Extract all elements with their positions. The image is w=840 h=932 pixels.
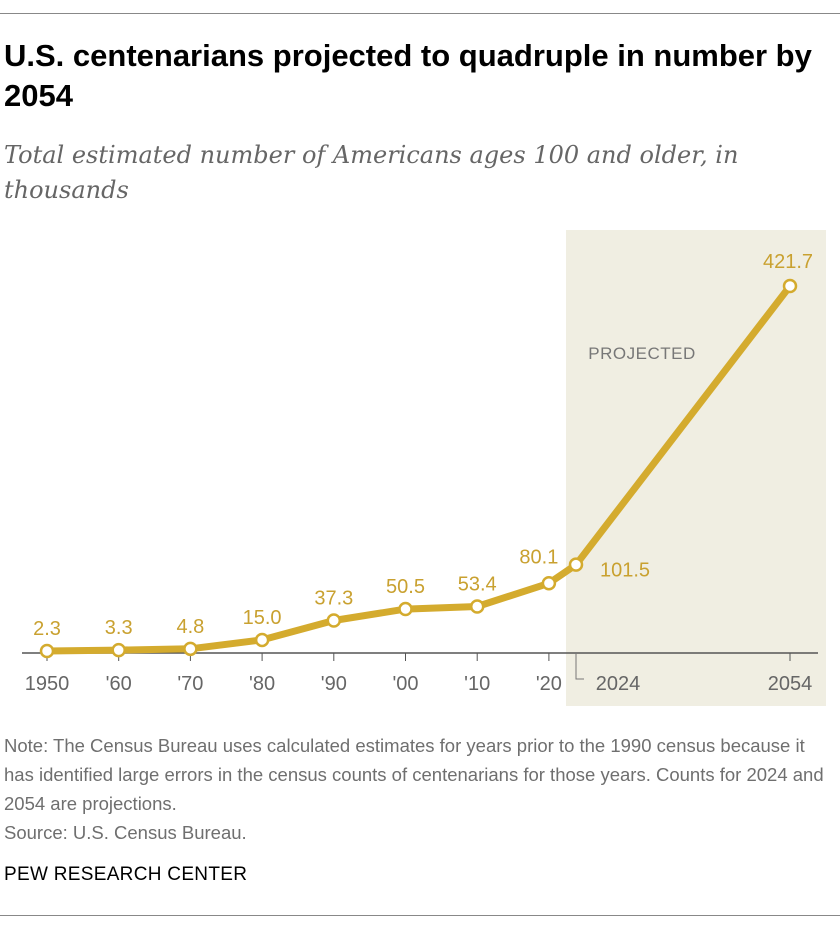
data-point: [254, 632, 270, 648]
tick-label: '10: [464, 673, 490, 695]
projected-label: PROJECTED: [588, 344, 695, 363]
data-point: [326, 613, 342, 628]
tick-label: '20: [536, 673, 562, 695]
tick-label: 2054: [768, 673, 813, 695]
data-label: 421.7: [763, 251, 813, 273]
tick-label: '80: [249, 673, 275, 695]
chart-title: U.S. centenarians projected to quadruple…: [4, 38, 812, 113]
source-text: Source: U.S. Census Bureau.: [4, 822, 247, 843]
tick-label: '60: [106, 673, 132, 695]
tick-label: 1950: [25, 673, 70, 695]
data-label: 2.3: [33, 618, 61, 640]
data-point: [183, 641, 198, 657]
tick-label: 2024: [596, 673, 641, 695]
chart-subtitle: Total estimated number of Americans ages…: [4, 141, 739, 204]
data-label: 15.0: [243, 607, 282, 629]
tick-mark: [575, 653, 584, 680]
data-label: 50.5: [386, 576, 425, 598]
series-line: [43, 282, 794, 655]
data-label: 53.4: [458, 574, 497, 596]
data-point: [469, 599, 485, 614]
data-label: 80.1: [519, 546, 558, 568]
tick-label: '00: [392, 673, 418, 695]
top-rule: [0, 13, 840, 14]
data-label: 3.3: [105, 617, 133, 639]
projected-region: [566, 230, 826, 706]
tick-label: '90: [321, 673, 347, 695]
data-point: [541, 576, 557, 591]
data-point: [398, 601, 413, 617]
data-label: 4.8: [176, 616, 204, 638]
data-point: [782, 278, 798, 294]
data-point: [568, 557, 584, 572]
data-point: [39, 643, 55, 659]
note-text: Note: The Census Bureau uses calculated …: [4, 735, 824, 814]
bottom-rule: [0, 915, 840, 916]
data-point: [111, 642, 126, 658]
chart-notes: Note: The Census Bureau uses calculated …: [4, 731, 836, 847]
line-chart: PROJECTED 1950 '60 '70 '80 '90 '00 '10 '20 2024 20…: [22, 230, 826, 706]
data-label: 37.3: [314, 588, 353, 610]
brand-name: PEW RESEARCH CENTER: [4, 864, 248, 885]
tick-label: '70: [177, 673, 203, 695]
data-label: 101.5: [600, 560, 650, 582]
